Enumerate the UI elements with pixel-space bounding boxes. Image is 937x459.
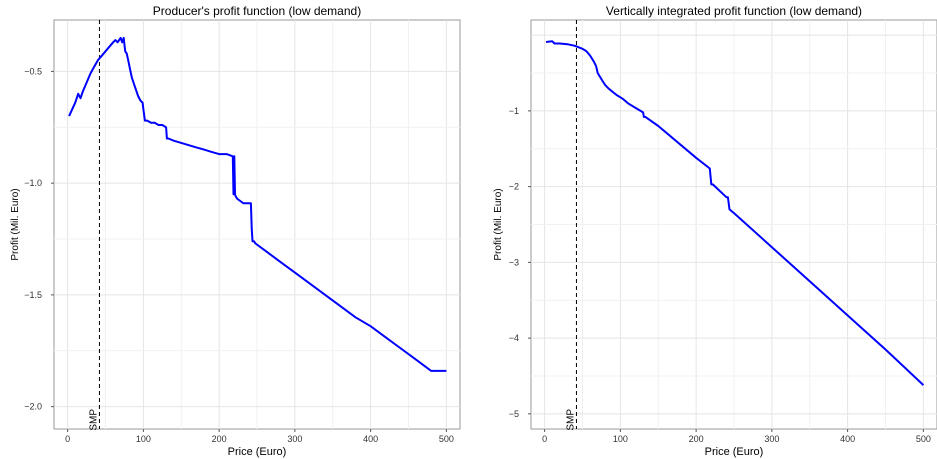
x-tick-label: 300 — [764, 434, 779, 444]
x-tick-label: 400 — [363, 434, 378, 444]
panel-vertically-integrated-profit: SMP 0 100 200 300 400 500 −5 −4 −3 −2 −1 Vertical… — [493, 4, 937, 458]
y-axis-label: Profit (Mil. Euro) — [10, 188, 21, 260]
y-tick-label: −1.5 — [24, 290, 42, 300]
grid — [531, 20, 937, 429]
series-group — [545, 40, 925, 386]
y-tick-label: −5 — [509, 409, 519, 419]
smp-label: SMP — [565, 409, 576, 431]
x-tick-label: 100 — [613, 434, 628, 444]
x-tick-label: 0 — [65, 434, 70, 444]
x-tick-label: 200 — [212, 434, 227, 444]
y-axis-ticks: −5 −4 −3 −2 −1 — [509, 106, 531, 419]
chart-title: Producer's profit function (low demand) — [153, 4, 361, 18]
x-axis-ticks: 0 100 200 300 400 500 — [65, 429, 454, 444]
y-tick-label: −3 — [509, 257, 519, 267]
smp-line: SMP — [88, 20, 100, 431]
x-tick-label: 100 — [136, 434, 151, 444]
panel-producer-profit: SMP 0 100 200 300 400 500 −2.0 −1.5 −1.0 −0.5 Pr… — [10, 4, 461, 458]
smp-line: SMP — [565, 20, 577, 431]
x-tick-label: 300 — [287, 434, 302, 444]
x-tick-label: 400 — [840, 434, 855, 444]
chart-title: Vertically integrated profit function (l… — [606, 4, 862, 18]
x-axis-label: Price (Euro) — [228, 446, 287, 458]
series-group — [68, 36, 447, 372]
grid — [54, 20, 460, 429]
x-tick-label: 0 — [542, 434, 547, 444]
y-axis-label: Profit (Mil. Euro) — [493, 188, 504, 260]
y-tick-label: −4 — [509, 333, 519, 343]
x-tick-label: 500 — [916, 434, 931, 444]
smp-label: SMP — [88, 409, 99, 431]
y-axis-ticks: −2.0 −1.5 −1.0 −0.5 — [24, 66, 54, 412]
series-line-0 — [545, 40, 925, 386]
x-axis-ticks: 0 100 200 300 400 500 — [542, 429, 931, 444]
x-tick-label: 200 — [689, 434, 704, 444]
series-line-0 — [68, 36, 447, 372]
x-tick-label: 500 — [439, 434, 454, 444]
y-tick-label: −2 — [509, 182, 519, 192]
y-tick-label: −1.0 — [24, 178, 42, 188]
y-tick-label: −1 — [509, 106, 519, 116]
x-axis-label: Price (Euro) — [705, 446, 764, 458]
y-tick-label: −0.5 — [24, 66, 42, 76]
y-tick-label: −2.0 — [24, 402, 42, 412]
